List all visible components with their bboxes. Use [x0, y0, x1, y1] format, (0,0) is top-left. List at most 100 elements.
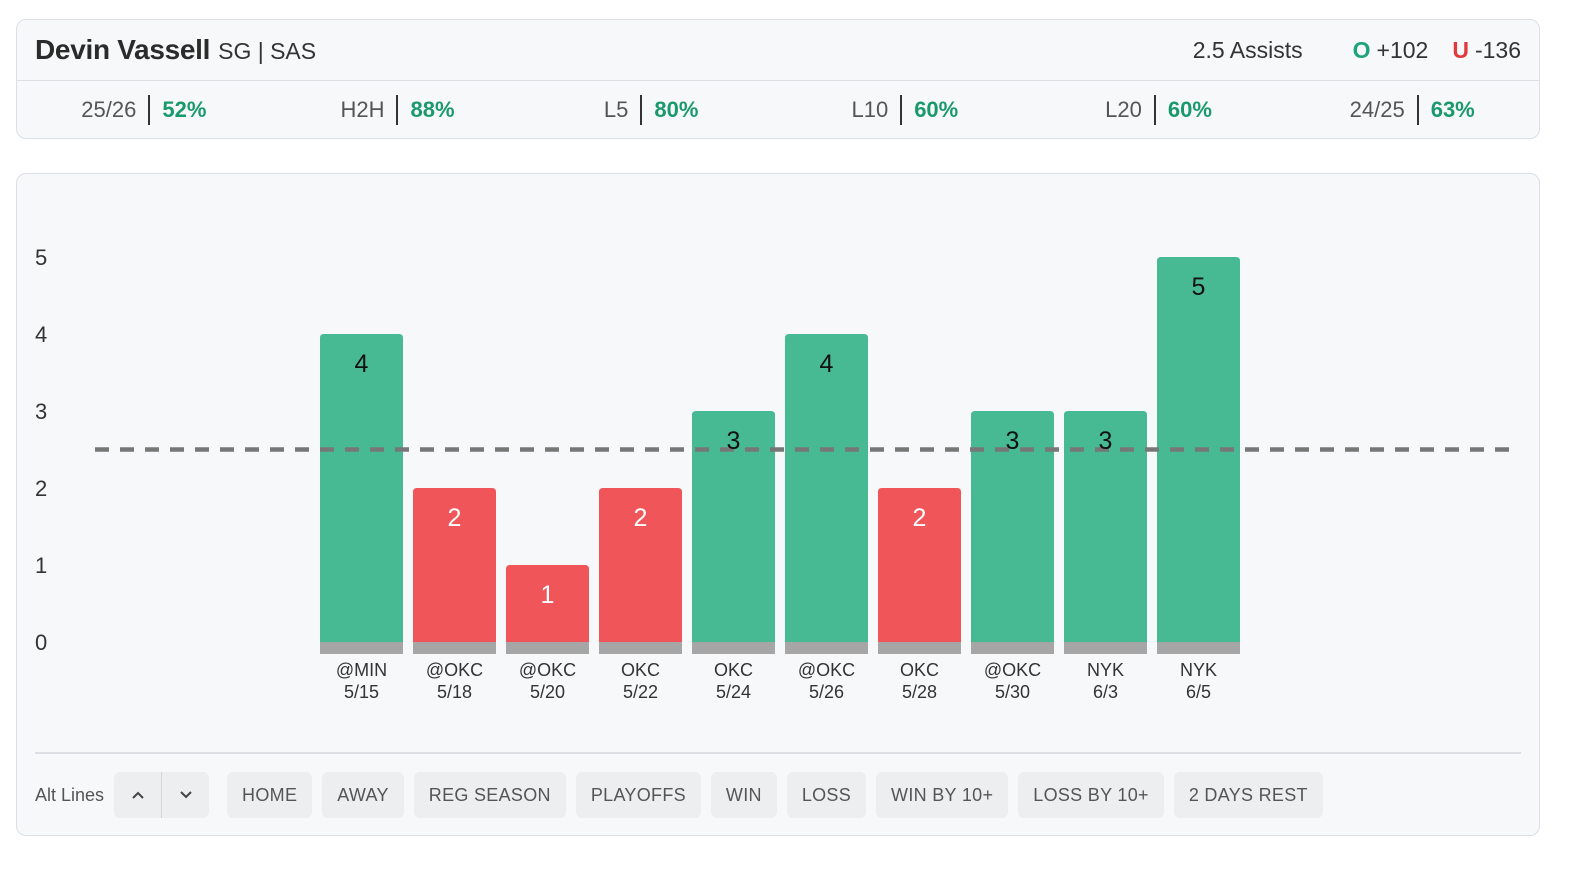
x-date-label: 5/24	[716, 682, 751, 702]
stat-label: 24/25	[1349, 97, 1405, 122]
game-bar	[506, 565, 589, 642]
bar-value-label: 5	[1192, 273, 1206, 301]
bar-value-label: 2	[448, 504, 462, 532]
game-bar	[785, 334, 868, 642]
stat-label: L5	[603, 97, 629, 122]
hit-rate-stats: 25/26 52% H2H 88% L5 80% L10 60% L20 60%…	[17, 81, 1539, 139]
stat-value: 52%	[162, 97, 207, 122]
under-key: U	[1452, 36, 1469, 63]
bar-base	[1064, 642, 1147, 654]
x-date-label: 6/3	[1093, 682, 1118, 702]
bar-base	[692, 642, 775, 654]
bar-base	[971, 642, 1054, 654]
bar-value-label: 2	[634, 504, 648, 532]
stat-divider	[1416, 95, 1419, 125]
game-bar	[413, 488, 496, 642]
game-bar	[878, 488, 961, 642]
stat-label: H2H	[340, 97, 385, 122]
alt-line-down-button[interactable]	[161, 772, 209, 818]
over-key: O	[1352, 36, 1371, 63]
filter-playoffs[interactable]: PLAYOFFS	[575, 772, 701, 818]
alt-line-up-button[interactable]	[114, 772, 161, 818]
stat-h2h[interactable]: H2H 88%	[271, 95, 525, 125]
over-odds[interactable]: O +102	[1353, 37, 1429, 64]
stat-season[interactable]: 25/26 52%	[17, 95, 271, 125]
y-tick-label: 2	[35, 476, 47, 501]
prop-label: 2.5 Assists	[1192, 36, 1303, 63]
bar-value-label: 3	[727, 427, 741, 455]
x-date-label: 5/20	[530, 682, 565, 702]
game-bar	[692, 411, 775, 642]
filter-loss[interactable]: LOSS	[786, 772, 867, 818]
bar-base	[506, 642, 589, 654]
filter-2-days-rest[interactable]: 2 DAYS REST	[1173, 772, 1323, 818]
y-tick-label: 3	[35, 399, 47, 424]
stat-value: 60%	[1167, 97, 1212, 122]
stat-label: 25/26	[81, 97, 137, 122]
x-opponent-label: @MIN	[336, 660, 387, 680]
stat-value: 63%	[1430, 97, 1475, 122]
chevron-down-icon	[179, 791, 192, 799]
bar-base	[1157, 642, 1240, 654]
bar-base	[320, 642, 403, 654]
stat-divider	[1153, 95, 1156, 125]
filter-loss-by-10[interactable]: LOSS BY 10+	[1018, 772, 1164, 818]
filter-win-by-10[interactable]: WIN BY 10+	[876, 772, 1009, 818]
game-bar	[599, 488, 682, 642]
bar-value-label: 4	[820, 350, 834, 378]
stat-l5[interactable]: L5 80%	[524, 95, 778, 125]
stat-divider	[640, 95, 643, 125]
filter-home[interactable]: HOME	[227, 772, 313, 818]
game-log-chart-card: 0 1 2 3 4 5 @MIN 5/15 @OKC 5/18 @OKC 5/20 OKC 5/22 OKC…	[16, 173, 1540, 836]
x-date-label: 5/18	[437, 682, 472, 702]
filter-win[interactable]: WIN	[710, 772, 777, 818]
assists-bar-chart: 012345@MIN5/15@OKC5/18@OKC5/20OKC5/22OKC…	[35, 245, 1515, 702]
x-opponent-label: NYK	[1087, 660, 1124, 680]
bar-base	[785, 642, 868, 654]
x-date-label: 5/28	[902, 682, 937, 702]
bar-value-label: 3	[1099, 427, 1113, 455]
x-opponent-label: OKC	[900, 660, 939, 680]
player-name: Devin Vassell	[35, 34, 211, 65]
x-opponent-label: OKC	[621, 660, 660, 680]
bar-value-label: 3	[1006, 427, 1020, 455]
x-date-label: 5/26	[809, 682, 844, 702]
player-header-card: Devin Vassell SG | SAS 2.5 Assists O +10…	[16, 19, 1540, 139]
x-date-label: 5/30	[995, 682, 1030, 702]
chevron-up-icon	[131, 791, 144, 799]
x-opponent-label: @OKC	[798, 660, 855, 680]
y-tick-label: 0	[35, 630, 47, 655]
chart-divider	[35, 752, 1521, 754]
stat-divider	[900, 95, 903, 125]
under-odds-value: -136	[1474, 36, 1521, 63]
bar-base	[413, 642, 496, 654]
y-tick-label: 1	[35, 553, 47, 578]
stat-l20[interactable]: L20 60%	[1032, 95, 1286, 125]
game-bar	[1064, 411, 1147, 642]
bar-base	[878, 642, 961, 654]
filter-reg-season[interactable]: REG SEASON	[413, 772, 566, 818]
player-position-team: SG | SAS	[218, 38, 317, 64]
player-info: Devin Vassell SG | SAS	[35, 34, 316, 66]
y-tick-label: 4	[35, 322, 47, 347]
x-opponent-label: @OKC	[519, 660, 576, 680]
under-odds[interactable]: U -136	[1452, 37, 1521, 64]
stat-last-season[interactable]: 24/25 63%	[1285, 95, 1539, 125]
filter-away[interactable]: AWAY	[322, 772, 404, 818]
stat-value: 88%	[410, 97, 455, 122]
stat-value: 80%	[654, 97, 699, 122]
bar-value-label: 1	[541, 581, 555, 609]
x-opponent-label: NYK	[1180, 660, 1217, 680]
bar-value-label: 4	[355, 350, 369, 378]
betting-line: 2.5 Assists O +102 U -136	[1193, 37, 1521, 64]
bar-value-label: 2	[913, 504, 927, 532]
over-odds-value: +102	[1376, 36, 1429, 63]
x-opponent-label: @OKC	[426, 660, 483, 680]
stat-label: L20	[1105, 97, 1142, 122]
x-opponent-label: OKC	[714, 660, 753, 680]
stat-l10[interactable]: L10 60%	[778, 95, 1032, 125]
x-date-label: 6/5	[1186, 682, 1211, 702]
stat-divider	[396, 95, 399, 125]
x-date-label: 5/22	[623, 682, 658, 702]
bar-base	[599, 642, 682, 654]
